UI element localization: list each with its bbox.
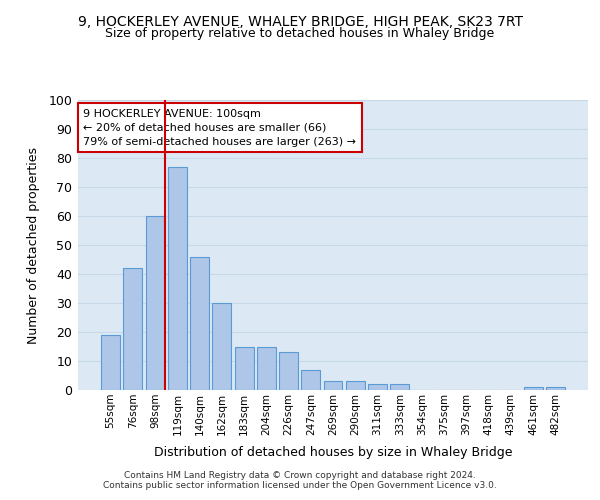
Bar bbox=[524, 387, 542, 390]
Bar bbox=[279, 352, 298, 390]
Text: Contains HM Land Registry data © Crown copyright and database right 2024.
Contai: Contains HM Land Registry data © Crown c… bbox=[103, 470, 497, 490]
Bar bbox=[257, 346, 276, 390]
Bar bbox=[390, 384, 409, 390]
Text: 9, HOCKERLEY AVENUE, WHALEY BRIDGE, HIGH PEAK, SK23 7RT: 9, HOCKERLEY AVENUE, WHALEY BRIDGE, HIGH… bbox=[77, 15, 523, 29]
Bar bbox=[368, 384, 387, 390]
Text: Size of property relative to detached houses in Whaley Bridge: Size of property relative to detached ho… bbox=[106, 28, 494, 40]
Bar bbox=[124, 268, 142, 390]
Bar bbox=[346, 382, 365, 390]
Bar bbox=[190, 256, 209, 390]
Bar bbox=[146, 216, 164, 390]
Bar bbox=[212, 303, 231, 390]
Bar bbox=[168, 166, 187, 390]
Text: 9 HOCKERLEY AVENUE: 100sqm
← 20% of detached houses are smaller (66)
79% of semi: 9 HOCKERLEY AVENUE: 100sqm ← 20% of deta… bbox=[83, 108, 356, 146]
Bar bbox=[323, 382, 343, 390]
X-axis label: Distribution of detached houses by size in Whaley Bridge: Distribution of detached houses by size … bbox=[154, 446, 512, 459]
Bar bbox=[235, 346, 254, 390]
Bar bbox=[546, 387, 565, 390]
Bar bbox=[301, 370, 320, 390]
Bar bbox=[101, 335, 120, 390]
Y-axis label: Number of detached properties: Number of detached properties bbox=[27, 146, 40, 344]
